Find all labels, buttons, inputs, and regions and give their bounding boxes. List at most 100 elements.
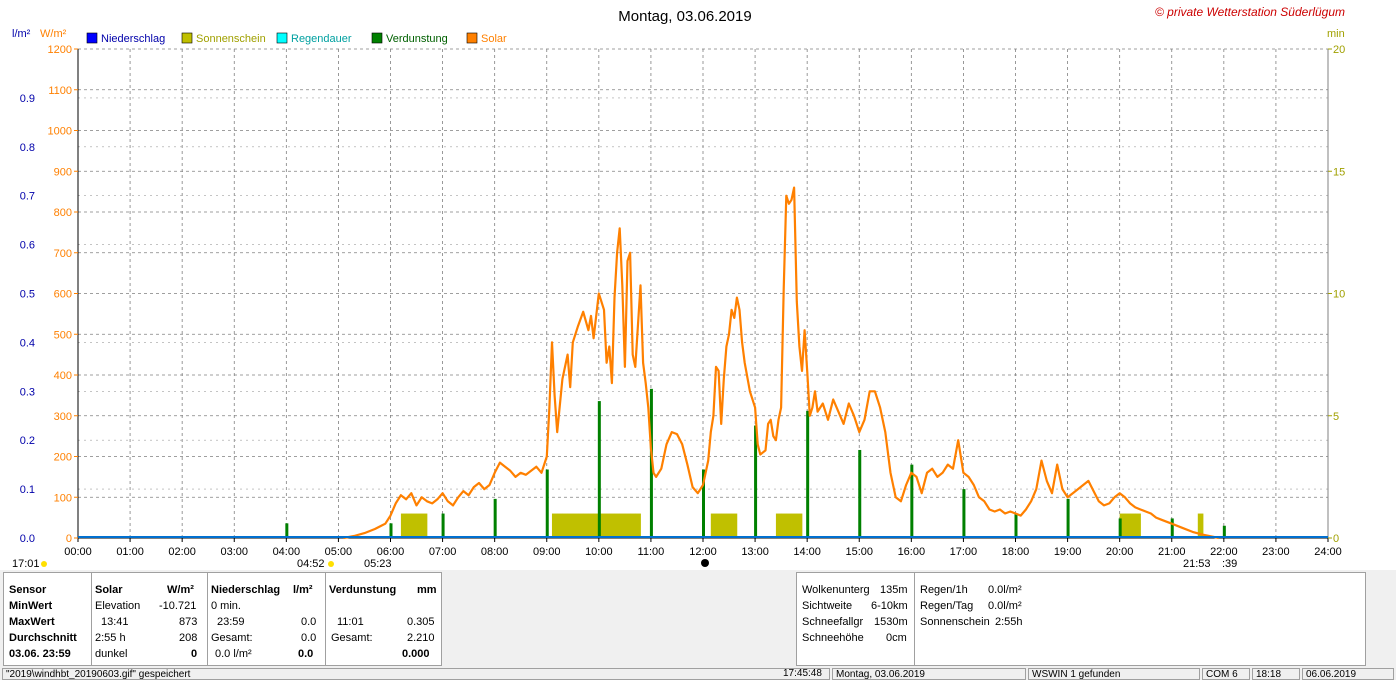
sunshine-bar xyxy=(1124,513,1131,538)
solar-elev-val: -10.721 xyxy=(159,600,197,612)
rain-tick-label: 0.7 xyxy=(20,191,35,203)
x-tick-label: 20:00 xyxy=(1106,546,1134,558)
sunset2-time: :39 xyxy=(1222,558,1237,570)
sunshine-bar xyxy=(400,513,407,538)
rain-tick-label: 0.9 xyxy=(20,93,35,105)
vis-val: 6-10km xyxy=(871,600,908,612)
legend-swatch xyxy=(181,32,193,44)
evaporation-bar xyxy=(545,469,549,538)
sunshine-bar xyxy=(1130,513,1136,538)
rain-tick-label: 0.0 xyxy=(20,533,35,545)
row-max: MaxWert xyxy=(9,616,55,628)
status-file: "2019\windhbt_20190603.gif" gespeichert xyxy=(2,668,830,680)
legend-label: Solar xyxy=(481,33,507,45)
evaporation-bar xyxy=(754,425,758,538)
sunrise-time: 04:52 xyxy=(297,558,325,570)
legend-item-regendauer: Regendauer xyxy=(276,32,352,45)
sunshine-bar xyxy=(796,513,803,538)
x-tick-label: 17:00 xyxy=(950,546,978,558)
x-tick-label: 16:00 xyxy=(898,546,926,558)
x-tick-label: 18:00 xyxy=(1002,546,1030,558)
x-tick-label: 13:00 xyxy=(741,546,769,558)
evaporation-bar xyxy=(1118,518,1122,538)
sunshine-bar xyxy=(791,513,798,538)
time-markers: 17:01 04:52 05:23 21:53 :39 xyxy=(12,558,1237,570)
sunshine-bar xyxy=(583,513,589,538)
sunshine-bar xyxy=(593,513,600,538)
solar-max-time: 13:41 xyxy=(101,616,129,628)
status-clock: 18:18 xyxy=(1252,668,1300,680)
status-com: COM 6 xyxy=(1202,668,1250,680)
status-time: 17:45:48 xyxy=(783,668,822,679)
x-tick-label: 07:00 xyxy=(429,546,457,558)
status-date: Montag, 03.06.2019 xyxy=(832,668,1026,680)
sunshine-bar xyxy=(604,513,610,538)
rain-now-val: 0.0 xyxy=(298,648,314,660)
sunshine-bar xyxy=(598,513,605,538)
solar-elev-label: Elevation xyxy=(95,600,141,612)
rain-now: 0.0 l/m² xyxy=(215,648,252,660)
row-avg: Durchschnitt xyxy=(9,632,77,644)
legend-label: Regendauer xyxy=(291,33,352,45)
solar-tick-label: 600 xyxy=(54,289,72,301)
rain-axis-ticks: 0.0 0.1 0.2 0.3 0.4 0.5 0.6 0.7 0.8 0.9 xyxy=(20,93,35,545)
solar-series-line xyxy=(343,186,1219,540)
noon-marker-icon xyxy=(701,559,709,567)
evaporation-bar xyxy=(389,523,393,538)
solar-dark-val: 0 xyxy=(191,648,198,660)
rain-total-label: Gesamt: xyxy=(211,632,253,644)
snowdepth-label: Schneehöhe xyxy=(802,632,864,644)
x-tick-label: 23:00 xyxy=(1262,546,1290,558)
sunshine-bars xyxy=(400,513,1204,538)
sunshine-bar xyxy=(1197,513,1204,538)
minutes-axis-unit: min xyxy=(1327,28,1345,40)
stats-panel-left: Sensor MinWert MaxWert Durchschnitt 03.0… xyxy=(3,572,442,666)
solar-tick-label: 400 xyxy=(54,370,72,382)
legend-label: Sonnenschein xyxy=(196,33,266,45)
x-tick-label: 05:00 xyxy=(325,546,353,558)
minutes-tick-label: 5 xyxy=(1333,411,1339,423)
sunshine-bar xyxy=(614,513,621,538)
solar-tick-label: 800 xyxy=(54,207,72,219)
solar-tick-label: 500 xyxy=(54,329,72,341)
sunshine-bar xyxy=(731,513,738,538)
legend-item-niederschlag: Niederschlag xyxy=(86,32,165,45)
rain-tick-label: 0.5 xyxy=(20,289,35,301)
solar-avg-val: 208 xyxy=(179,632,198,644)
sunshine-bar xyxy=(619,513,626,538)
evap-max-time: 11:01 xyxy=(337,616,364,628)
minutes-tick-label: 15 xyxy=(1333,166,1345,178)
evap-max-val: 0.305 xyxy=(407,616,435,628)
rainday-label: Regen/Tag xyxy=(920,600,974,612)
solar-avg-label: 2:55 h xyxy=(95,632,126,644)
sunshine-bar xyxy=(572,513,579,538)
rain1h-label: Regen/1h xyxy=(920,584,968,596)
legend-label: Verdunstung xyxy=(386,33,448,45)
cloud-label: Wolkenunterg xyxy=(802,584,870,596)
x-tick-label: 00:00 xyxy=(64,546,92,558)
evaporation-bar xyxy=(910,464,914,538)
status-bar: "2019\windhbt_20190603.gif" gespeichert … xyxy=(0,668,1396,680)
sunshine-bar xyxy=(710,513,717,538)
weather-chart: 00:00 01:00 02:00 03:00 04:00 05:00 06:00 07:00… xyxy=(0,0,1396,570)
x-tick-label: 09:00 xyxy=(533,546,561,558)
x-tick-label: 04:00 xyxy=(273,546,301,558)
rain-min: 0 min. xyxy=(211,600,241,612)
sunshine-bar xyxy=(557,513,563,538)
evap-total-label: Gesamt: xyxy=(331,632,373,644)
sunrise2-time: 05:23 xyxy=(364,558,392,570)
row-min: MinWert xyxy=(9,600,53,612)
vis-label: Sichtweite xyxy=(802,600,853,612)
evaporation-bar xyxy=(702,469,705,538)
sunshine-bar xyxy=(551,513,558,538)
sunshine-bar xyxy=(1119,513,1126,538)
evaporation-bar xyxy=(1170,518,1174,538)
evaporation-bar xyxy=(493,498,497,538)
sunshine-bar xyxy=(406,513,412,538)
legend-swatch xyxy=(466,32,478,44)
rain-total-val: 0.0 xyxy=(301,632,317,644)
minutes-tick-label: 0 xyxy=(1333,533,1339,545)
hdr-rain: Niederschlag xyxy=(211,584,281,596)
minutes-axis-ticks: 0 5 10 15 20 xyxy=(1328,44,1345,545)
stats-panel-right: Wolkenunterg 135m Sichtweite 6-10km Schn… xyxy=(796,572,1366,666)
